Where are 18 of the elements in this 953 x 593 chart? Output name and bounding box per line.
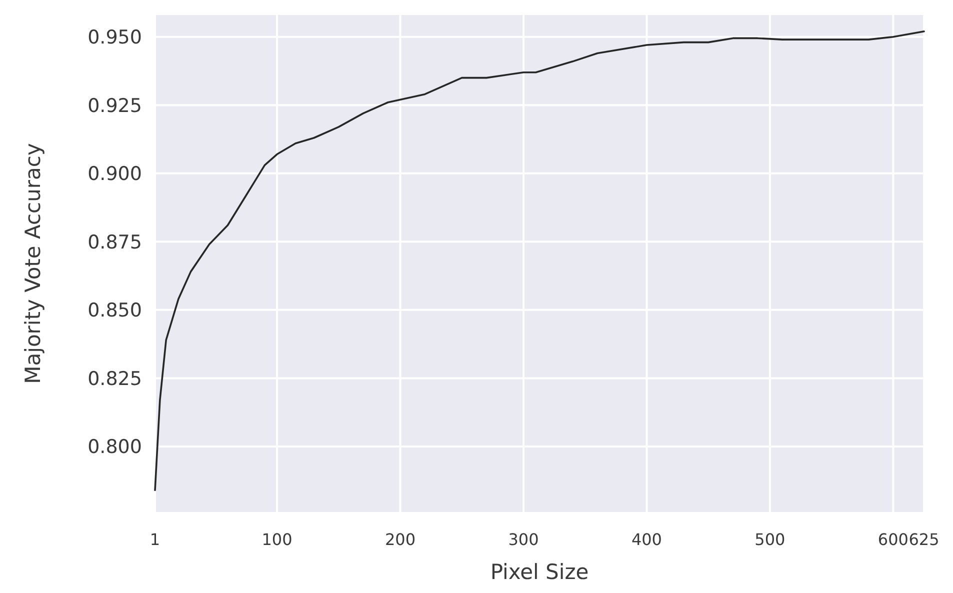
y-tick-label: 0.875 — [88, 231, 142, 254]
y-tick-label: 0.800 — [88, 436, 142, 458]
y-tick-label: 0.850 — [88, 300, 142, 322]
line-series — [154, 30, 925, 492]
y-tick-label: 0.825 — [88, 368, 142, 390]
x-tick-label: 200 — [384, 530, 416, 549]
y-axis-title: Majority Vote Accuracy — [21, 143, 45, 384]
x-tick-label: 300 — [508, 530, 539, 549]
x-tick-label: 100 — [262, 530, 292, 549]
x-tick-label: 500 — [754, 530, 786, 549]
y-tick-label: 0.925 — [88, 94, 142, 117]
x-tick-label: 1 — [150, 530, 160, 549]
x-tick-label: 625 — [908, 530, 940, 549]
y-tick-label: 0.950 — [88, 26, 142, 48]
x-tick-label: 400 — [631, 530, 662, 549]
x-tick-label: 600 — [878, 530, 908, 549]
x-axis-title: Pixel Size — [490, 560, 589, 584]
y-tick-label: 0.900 — [88, 163, 142, 186]
